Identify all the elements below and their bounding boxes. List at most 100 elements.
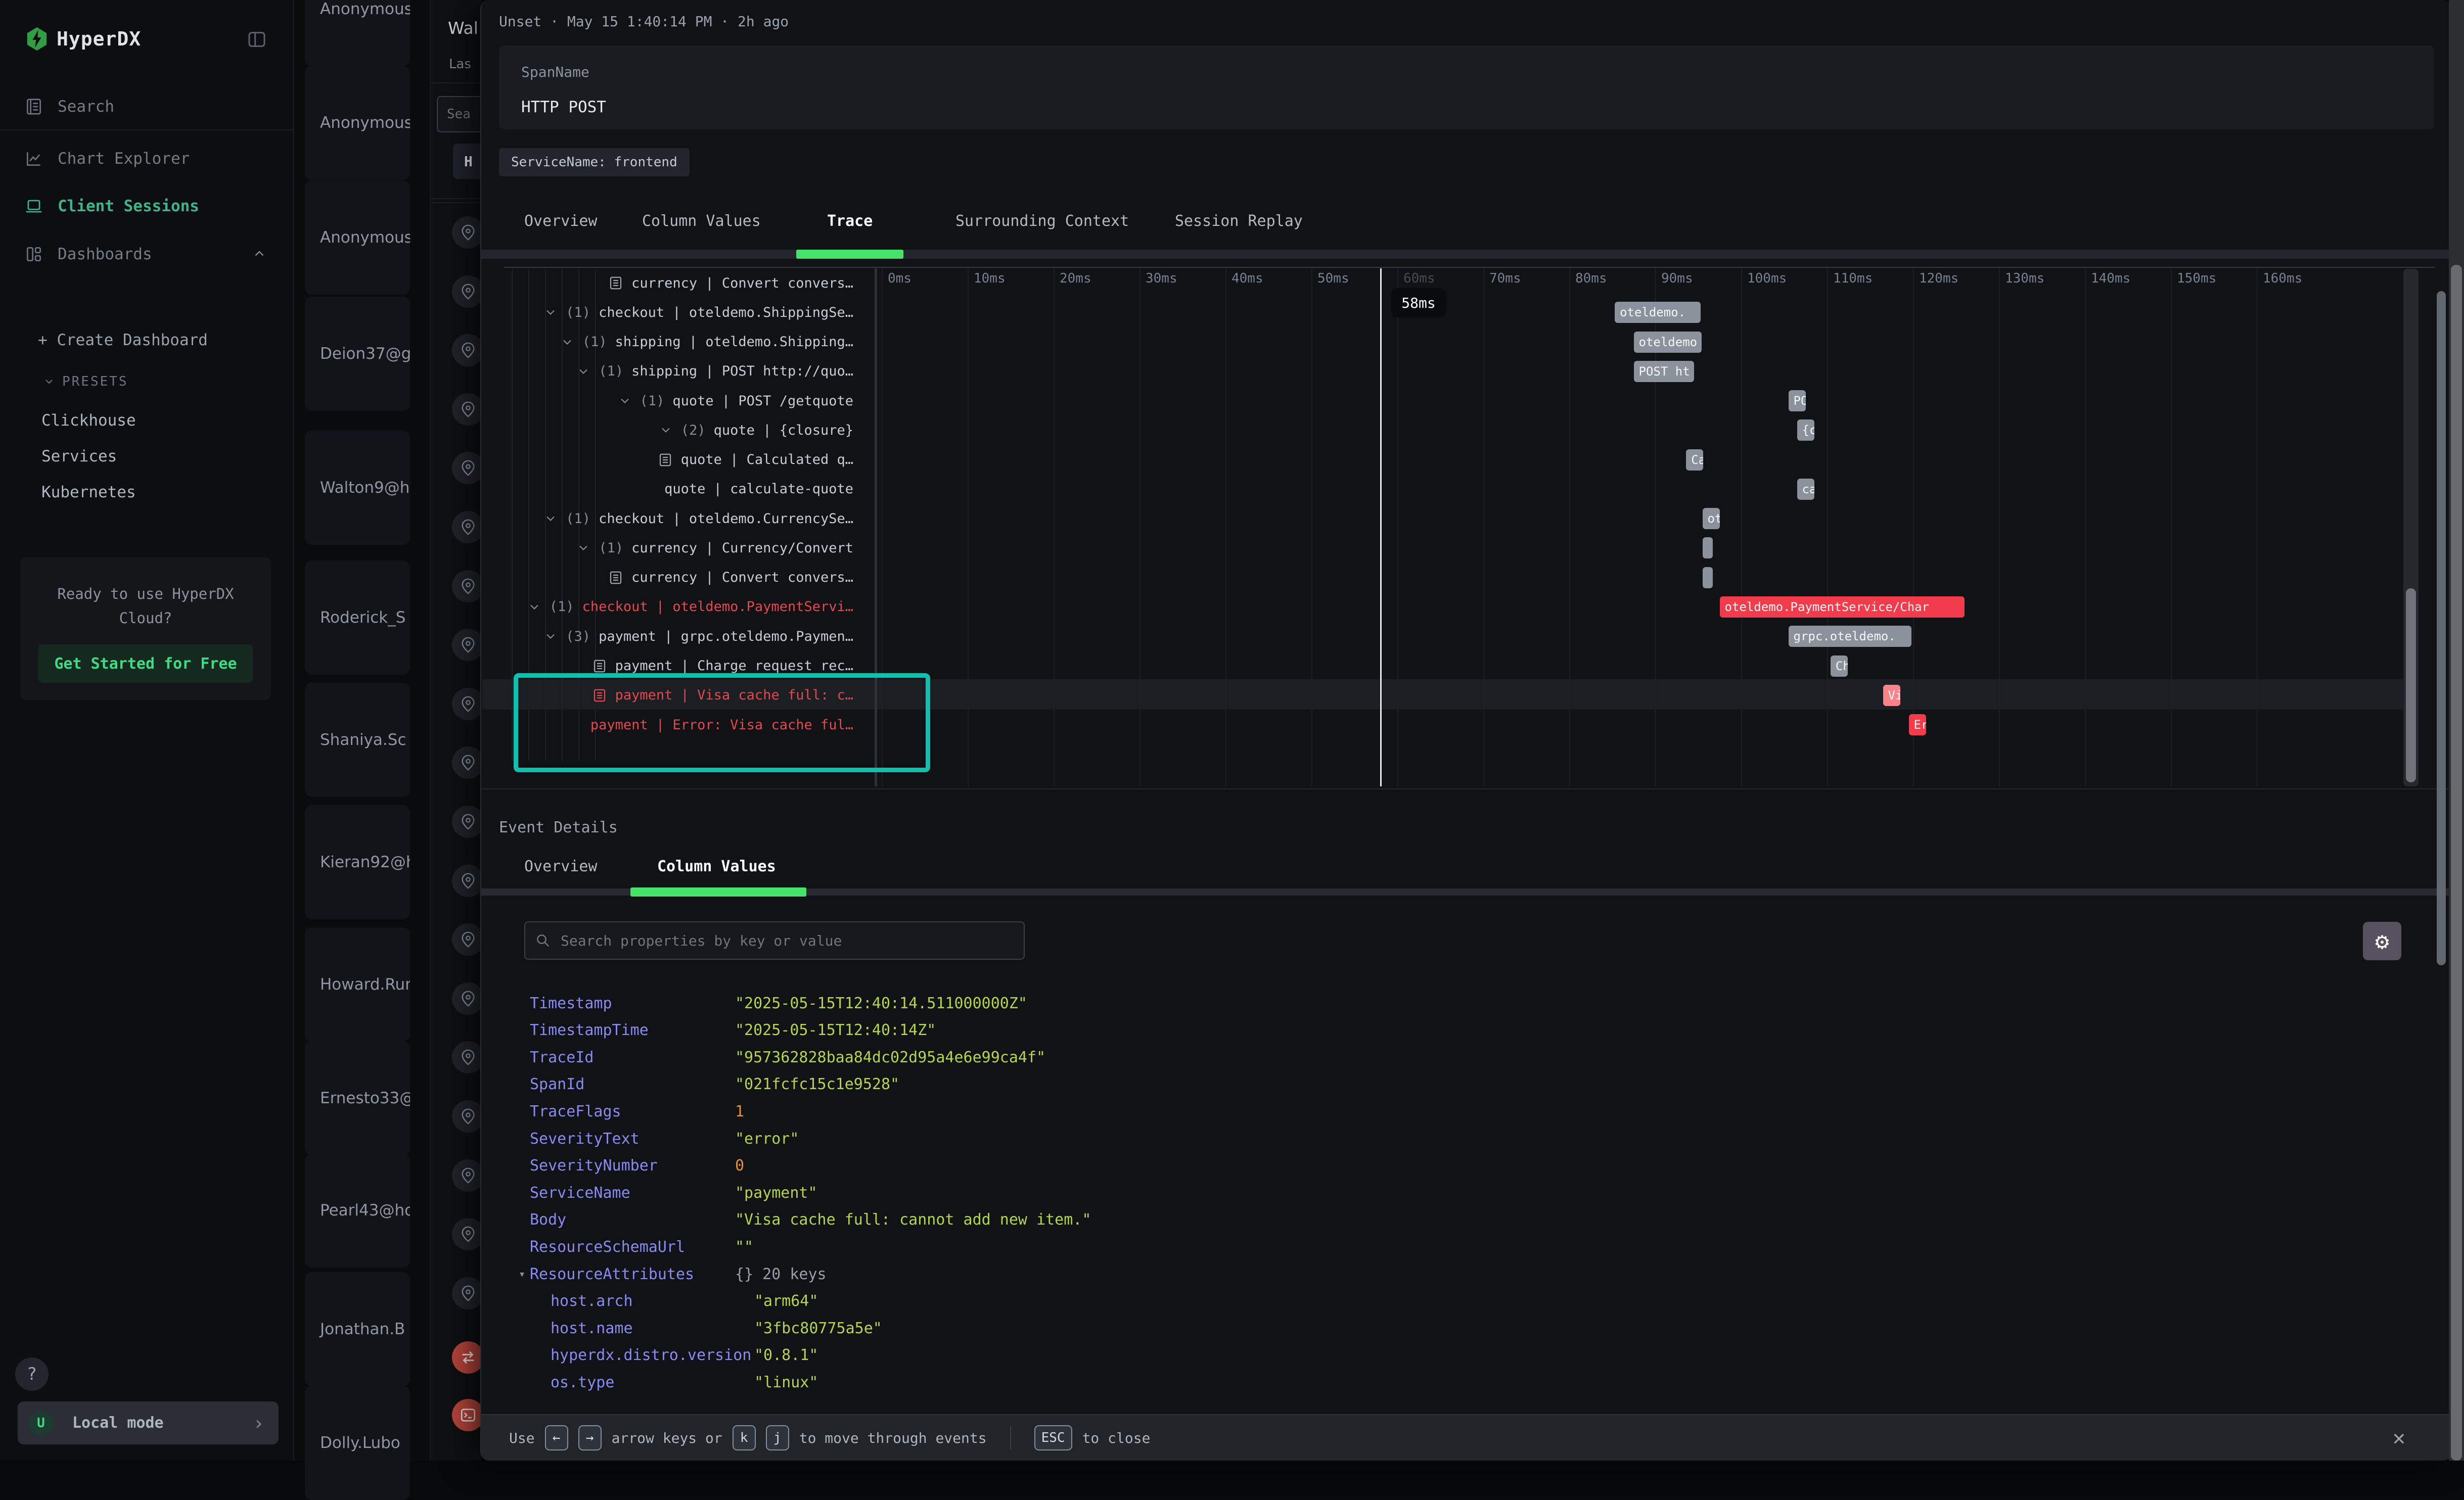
span-bar[interactable]: POST /getquote [1788,390,1806,412]
property-row[interactable]: os.type "linux" [481,1369,2352,1396]
property-row[interactable]: ServiceName "payment" [481,1179,2352,1206]
location-pin-icon[interactable] [452,1041,481,1074]
session-filter-button[interactable]: H [453,144,481,179]
preset-item-services[interactable]: Services [41,447,117,465]
session-card[interactable]: Anonymous [305,66,410,180]
session-card[interactable]: Pearl43@ho [305,1153,410,1268]
session-card[interactable]: Anonymous [305,0,410,66]
sidebar-item-chart-explorer[interactable]: Chart Explorer [0,143,293,174]
sidebar-item-client-sessions[interactable]: Client Sessions [0,191,293,222]
span-bar[interactable]: Charge [1830,655,1848,677]
sidebar-item-dashboards[interactable]: Dashboards [0,239,293,270]
location-pin-icon[interactable] [452,687,481,720]
sidebar-item-search[interactable]: Search [0,91,293,122]
property-row[interactable]: TraceId "957362828baa84dc02d95a4e6e99ca4f… [481,1044,2352,1071]
waterfall-scrollbar[interactable] [2403,269,2419,786]
span-bar[interactable]: {closure} [1797,419,1814,441]
preset-item-kubernetes[interactable]: Kubernetes [41,483,136,501]
create-dashboard-button[interactable]: + Create Dashboard [38,331,208,349]
trace-tree-row[interactable]: (1) quote | POST /getquote [481,386,857,415]
trace-tree-row[interactable]: (1) shipping | POST http://quo… [481,357,857,386]
property-row[interactable]: SeverityNumber 0 [481,1152,2352,1180]
tab-column-values[interactable]: Column Values [642,212,761,230]
span-bar[interactable]: oteldemo [1633,331,1702,353]
span-bar[interactable]: oteldemo.PaymentService/Char [1719,596,1965,618]
close-icon[interactable]: ✕ [2392,1425,2405,1450]
location-pin-icon[interactable] [452,1218,481,1251]
session-card[interactable]: Walton9@ho [305,431,410,545]
get-started-button[interactable]: Get Started for Free [38,644,253,683]
span-bar[interactable]: Error [1908,714,1926,736]
location-pin-icon[interactable] [452,806,481,838]
session-search-input[interactable] [437,96,481,132]
session-card[interactable]: Howard.Run [305,927,410,1042]
tab-overview[interactable]: Overview [524,212,598,230]
property-row[interactable]: hyperdx.distro.version "0.8.1" [481,1342,2352,1369]
span-bar[interactable] [1702,567,1713,588]
session-card[interactable]: Roderick_S [305,560,410,675]
location-pin-icon[interactable] [452,864,481,897]
terminal-icon[interactable] [452,1399,481,1431]
location-pin-icon[interactable] [452,393,481,426]
property-row[interactable]: SeverityText "error" [481,1125,2352,1152]
location-pin-icon[interactable] [452,1159,481,1192]
local-mode-menu[interactable]: U Local mode › [18,1401,279,1444]
gear-icon[interactable]: ⚙ [2363,922,2401,960]
waterfall-scrollbar-thumb[interactable] [2406,588,2416,782]
trace-tree-row[interactable]: currency | Convert convers… [481,268,857,298]
property-row[interactable]: host.name "3fbc80775a5e" [481,1315,2352,1342]
swap-arrows-icon[interactable] [452,1341,481,1374]
properties-search-input[interactable] [560,931,1007,950]
location-pin-icon[interactable] [452,570,481,602]
location-pin-icon[interactable] [452,923,481,956]
session-card[interactable]: Dolly.Lubo [305,1386,410,1500]
location-pin-icon[interactable] [452,1100,481,1133]
event-details-tab-column-values[interactable]: Column Values [657,858,776,875]
span-bar[interactable]: grpc.oteldemo. [1788,626,1911,647]
trace-tree-row[interactable]: (3) payment | grpc.oteldemo.Paymen… [481,622,857,651]
trace-tree-row[interactable]: currency | Convert convers… [481,563,857,592]
property-row[interactable]: ResourceSchemaUrl "" [481,1233,2352,1260]
tab-surrounding-context[interactable]: Surrounding Context [955,212,1129,230]
event-details-tab-overview[interactable]: Overview [524,858,598,875]
session-card[interactable]: Deion37@gm [305,297,410,411]
trace-tree-row[interactable]: quote | Calculated q… [481,445,857,475]
location-pin-icon[interactable] [452,334,481,367]
trace-tree-row[interactable]: (2) quote | {closure} [481,415,857,445]
tab-trace[interactable]: Trace [827,212,873,230]
preset-item-clickhouse[interactable]: Clickhouse [41,411,136,430]
span-bar[interactable]: Visa [1883,684,1900,706]
span-bar[interactable]: oteldemo. [1615,302,1701,323]
tab-session-replay[interactable]: Session Replay [1175,212,1303,230]
location-pin-icon[interactable] [452,746,481,779]
location-pin-icon[interactable] [452,1277,481,1309]
session-card[interactable]: Anonymous [305,180,410,295]
expander-triangle-icon[interactable]: ▾ [519,1268,526,1281]
property-row[interactable]: ▾ ResourceAttributes {} 20 keys [481,1260,2352,1288]
trace-tree-row[interactable]: (1) checkout | oteldemo.PaymentServi… [481,592,857,622]
session-card[interactable]: Shaniya.Sc [305,683,410,797]
session-card[interactable]: Jonathan.B [305,1272,410,1386]
property-row[interactable]: host.arch "arm64" [481,1288,2352,1315]
span-bar[interactable]: oteldemo [1702,508,1720,530]
window-scrollbar-thumb[interactable] [2451,265,2462,1461]
location-pin-icon[interactable] [452,511,481,543]
drawer-scrollbar-thumb[interactable] [2437,291,2446,965]
trace-tree-row[interactable]: payment | Visa cache full: c… [481,681,857,710]
property-row[interactable]: TraceFlags 1 [481,1098,2352,1125]
trace-tree-row[interactable]: quote | calculate-quote [481,475,857,504]
location-pin-icon[interactable] [452,629,481,662]
property-row[interactable]: Body "Visa cache full: cannot add new ite… [481,1206,2352,1234]
trace-tree-row[interactable]: (1) currency | Currency/Convert [481,533,857,562]
trace-tree-row[interactable]: (1) checkout | oteldemo.ShippingSe… [481,298,857,327]
sidebar-collapse-icon[interactable] [247,29,267,50]
trace-tree-row[interactable]: payment | Error: Visa cache ful… [481,710,857,739]
service-name-chip[interactable]: ServiceName: frontend [499,148,690,176]
property-row[interactable]: TimestampTime "2025-05-15T12:40:14Z" [481,1017,2352,1044]
property-row[interactable]: Timestamp "2025-05-15T12:40:14.511000000Z… [481,990,2352,1017]
property-row[interactable]: SpanId "021fcfc15c1e9528" [481,1071,2352,1098]
location-pin-icon[interactable] [452,275,481,308]
trace-tree-row[interactable]: (1) checkout | oteldemo.CurrencySe… [481,504,857,533]
session-card[interactable]: Ernesto33@ [305,1041,410,1155]
trace-tree-row[interactable]: payment | Charge request rec… [481,651,857,681]
